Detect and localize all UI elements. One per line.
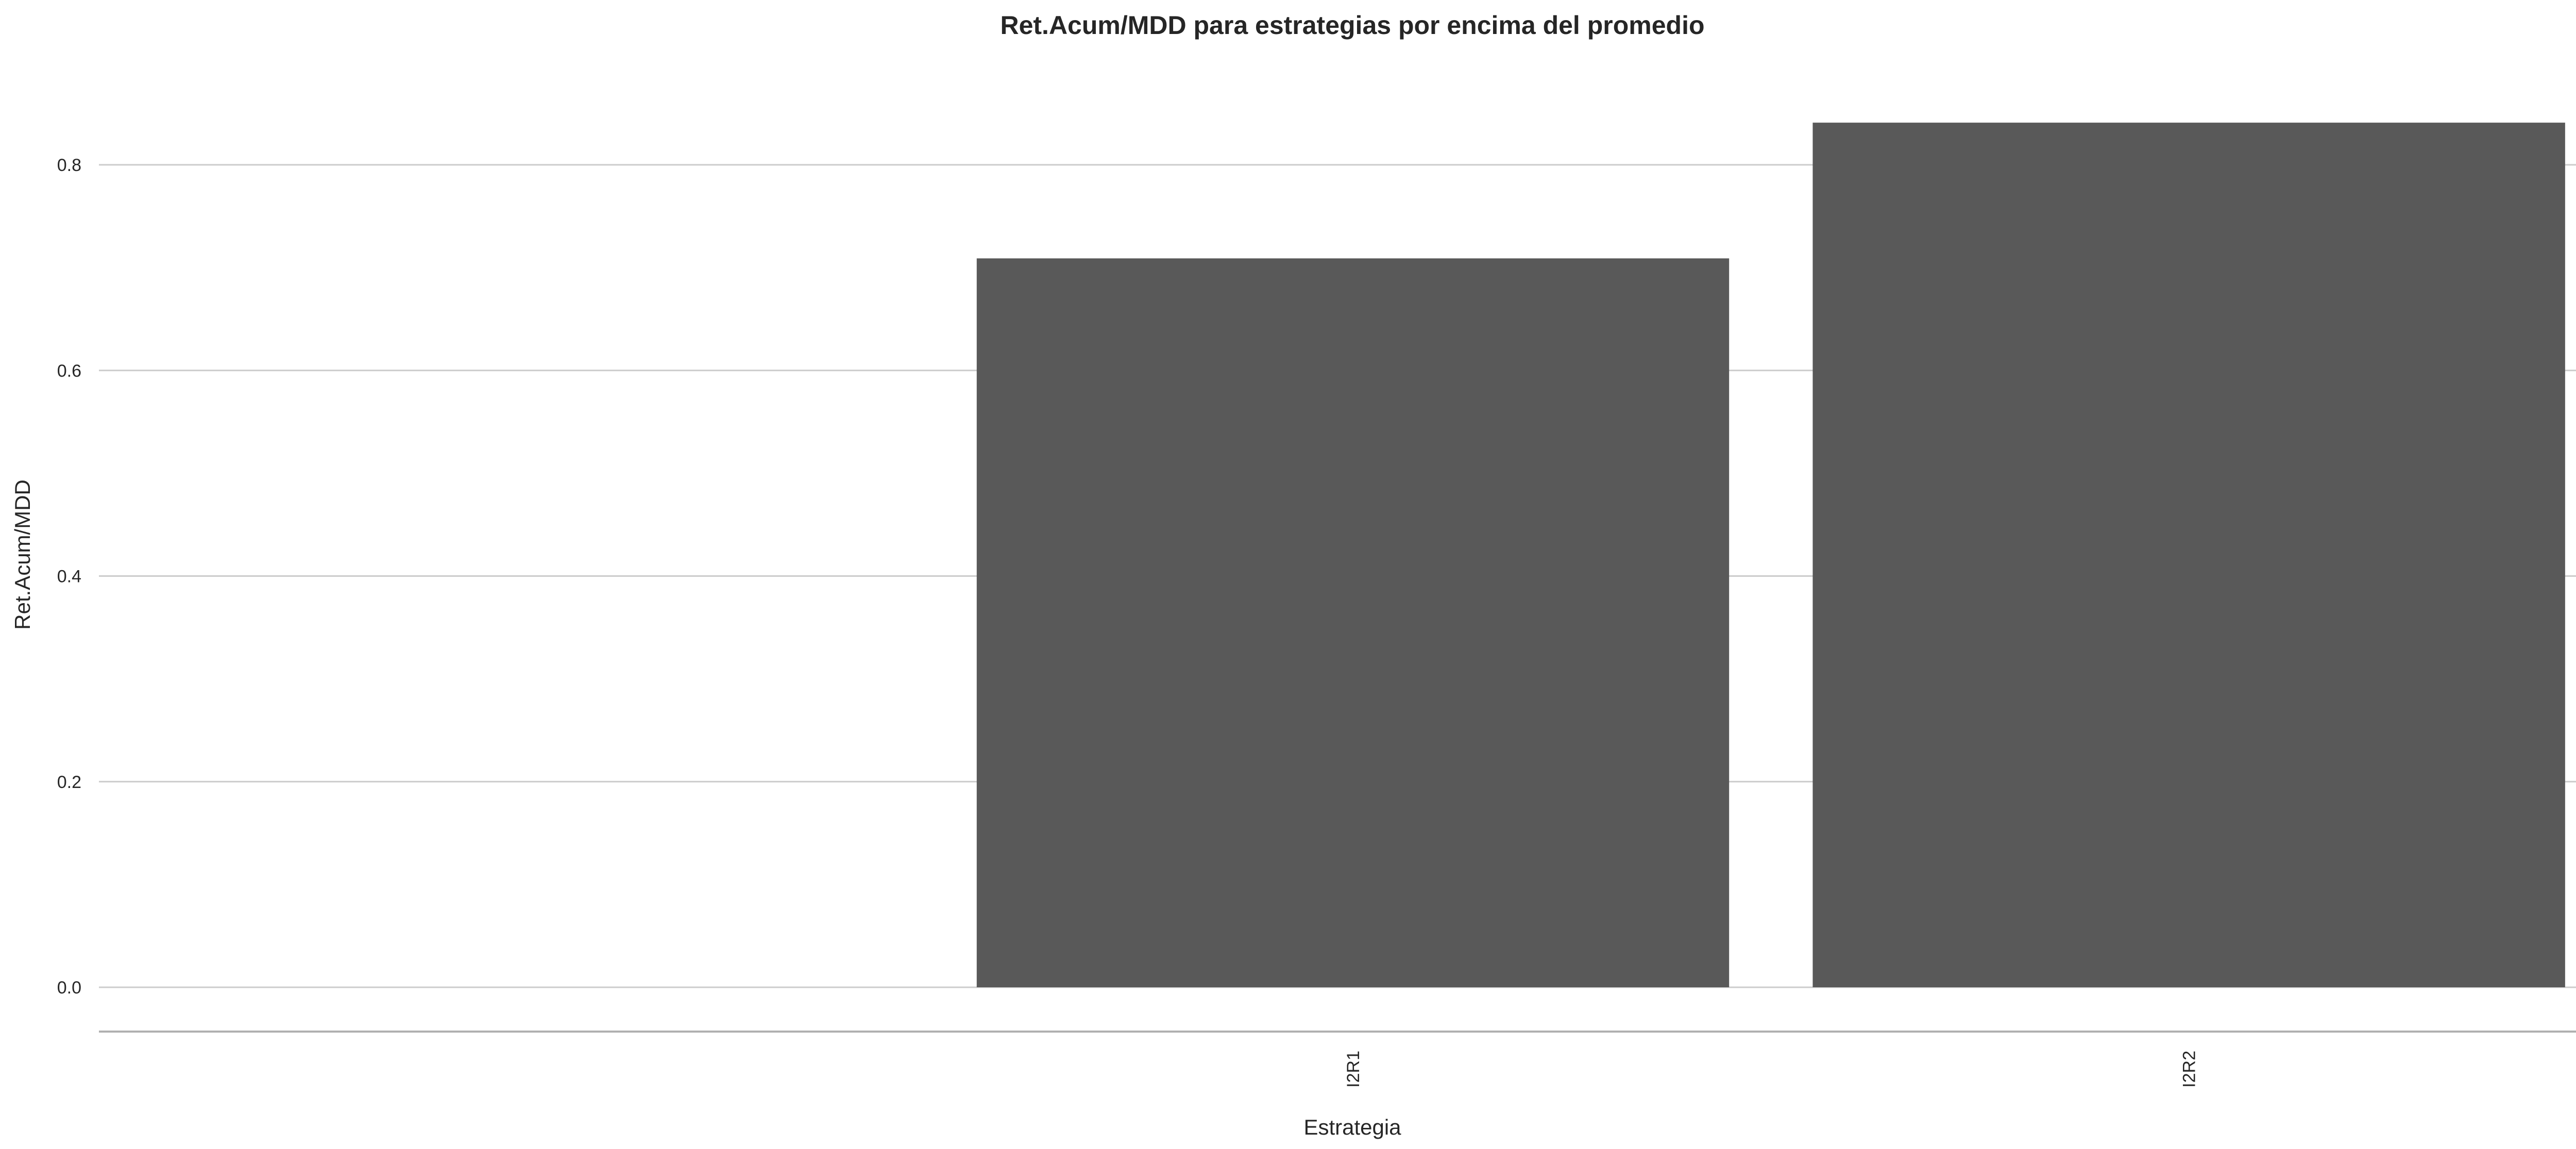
bars: [976, 123, 2565, 988]
x-tick-labels: I2R1 I2R2: [1344, 1051, 2199, 1088]
y-tick-label: 0.8: [57, 156, 81, 175]
x-tick-label: I2R2: [2180, 1051, 2199, 1088]
x-tick-label: I2R1: [1344, 1051, 1363, 1088]
y-axis-label: Ret.Acum/MDD: [10, 479, 35, 630]
chart-title: Ret.Acum/MDD para estrategias por encima…: [1000, 11, 1704, 40]
bar-i2r2: [1812, 123, 2565, 987]
y-tick-label: 0.2: [57, 773, 81, 792]
y-tick-label: 0.0: [57, 978, 81, 998]
y-tick-label: 0.6: [57, 361, 81, 381]
bar-i2r1: [976, 258, 1730, 988]
x-axis-label: Estrategia: [1303, 1115, 1401, 1139]
y-tick-labels: 0.0 0.2 0.4 0.6 0.8: [57, 156, 81, 998]
y-tick-label: 0.4: [57, 567, 81, 587]
